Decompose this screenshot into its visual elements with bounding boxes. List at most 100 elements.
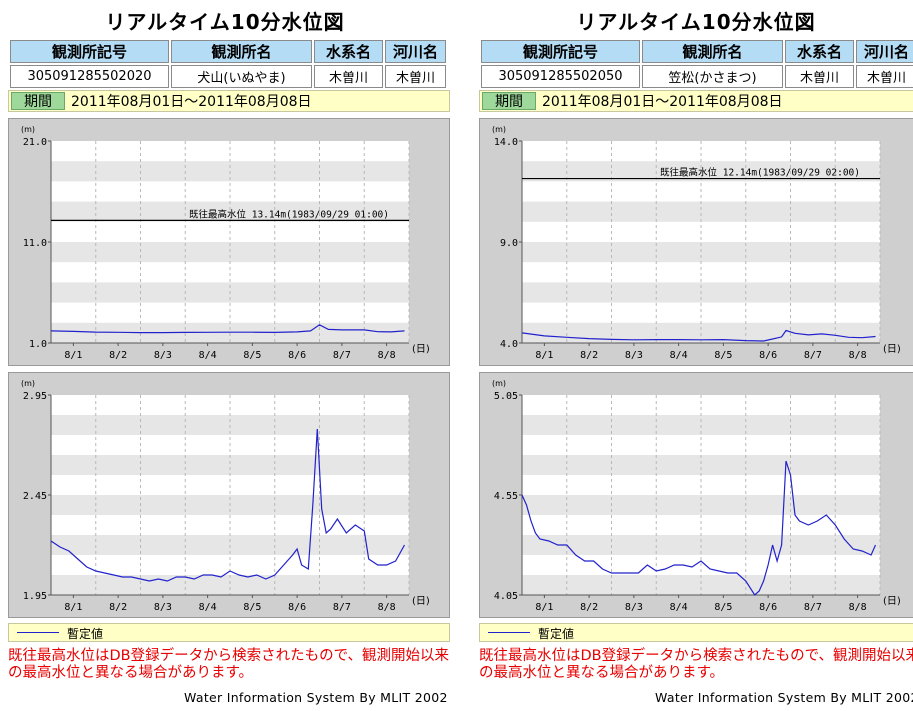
chart-page-title: リアルタイム10分水位図	[576, 10, 816, 34]
river-name: 木曽川	[856, 65, 913, 88]
x-tick-label: 8/3	[154, 602, 172, 613]
x-tick-label: 8/6	[288, 602, 306, 613]
station-info-table: 観測所記号 観測所名 水系名 河川名 305091285502050 笠松(かさ…	[479, 38, 913, 90]
x-tick-label: 8/5	[243, 350, 261, 361]
x-axis-label: (日)	[883, 596, 901, 607]
chart-svg: 14.0 9.0 4.0 (m) 8/1 8/2 8/3 8/4 8/5 8/6 8/7 8/8 (日)…	[492, 125, 901, 361]
x-tick-label: 8/8	[849, 602, 867, 613]
x-tick-label: 8/6	[759, 350, 777, 361]
x-tick-label: 8/1	[535, 602, 553, 613]
legend-line-swatch	[17, 632, 59, 633]
y-tick-label: 2.95	[23, 391, 47, 402]
y-tick-label: 1.95	[23, 591, 47, 602]
y-axis-label: (m)	[492, 379, 506, 388]
header-water-system: 水系名	[314, 40, 383, 63]
y-tick-label: 11.0	[23, 238, 47, 249]
grid-band	[522, 201, 880, 222]
x-axis-label: (日)	[412, 596, 430, 607]
water-level-chart-overall: 14.0 9.0 4.0 (m) 8/1 8/2 8/3 8/4 8/5 8/6 8/7 8/8 (日)…	[479, 118, 913, 366]
x-tick-label: 8/6	[759, 602, 777, 613]
x-tick-label: 8/2	[580, 602, 598, 613]
chart-legend: 暫定値	[479, 623, 913, 642]
period-bar: 期間 2011年08月01日～2011年08月08日	[8, 90, 450, 112]
x-tick-label: 8/5	[243, 602, 261, 613]
y-tick-label: 5.05	[494, 391, 518, 402]
footer-credit: Water Information System By MLIT 2002	[655, 690, 913, 705]
chart-page-title: リアルタイム10分水位図	[105, 10, 345, 34]
y-tick-label: 21.0	[23, 137, 47, 148]
period-value: 2011年08月01日～2011年08月08日	[542, 94, 783, 110]
x-axis-label: (日)	[883, 344, 901, 355]
y-tick-label: 2.45	[23, 491, 47, 502]
y-tick-label: 4.05	[494, 591, 518, 602]
station-code: 305091285502050	[481, 65, 640, 88]
disclaimer-note: 既往最高水位はDB登録データから検索されたもので、観測開始以来の最高水位と異なる…	[8, 648, 450, 681]
period-bar: 期間 2011年08月01日～2011年08月08日	[479, 90, 913, 112]
header-water-system: 水系名	[785, 40, 854, 63]
header-station-name: 観測所名	[171, 40, 312, 63]
x-tick-label: 8/6	[288, 350, 306, 361]
x-tick-label: 8/1	[64, 350, 82, 361]
station-name: 犬山(いぬやま)	[171, 65, 312, 88]
x-tick-label: 8/8	[849, 350, 867, 361]
water-level-chart-overall: 21.0 11.0 1.0 (m) 8/1 8/2 8/3 8/4 8/5 8/6 8/7 8/8 (日…	[8, 118, 450, 366]
footer-credit: Water Information System By MLIT 2002	[184, 690, 448, 705]
y-axis-label: (m)	[21, 379, 35, 388]
station-panel-kasamatsu: リアルタイム10分水位図 観測所記号 観測所名 水系名 河川名 30509128…	[471, 0, 913, 711]
chart-legend: 暫定値	[8, 623, 450, 642]
disclaimer-note: 既往最高水位はDB登録データから検索されたもので、観測開始以来の最高水位と異なる…	[479, 648, 913, 681]
header-station-name: 観測所名	[642, 40, 783, 63]
water-system: 木曽川	[314, 65, 383, 88]
x-tick-label: 8/3	[625, 350, 643, 361]
x-tick-label: 8/4	[199, 350, 217, 361]
x-tick-label: 8/7	[804, 602, 822, 613]
water-level-series-line	[521, 329, 876, 342]
x-tick-label: 8/3	[154, 350, 172, 361]
x-tick-label: 8/1	[535, 350, 553, 361]
station-code: 305091285502020	[10, 65, 169, 88]
water-level-chart-detail: 5.05 4.55 4.05 (m) 8/1 8/2 8/3 8/4 8/5 8/6 8/7 8/8 (…	[479, 372, 913, 618]
header-river-name: 河川名	[856, 40, 913, 63]
station-info-table: 観測所記号 観測所名 水系名 河川名 305091285502020 犬山(いぬ…	[8, 38, 448, 90]
x-tick-label: 8/2	[109, 350, 127, 361]
y-tick-label: 1.0	[29, 339, 47, 350]
grid-band	[51, 201, 409, 222]
x-tick-label: 8/1	[64, 602, 82, 613]
y-tick-label: 4.0	[500, 339, 518, 350]
record-high-label: 既往最高水位 13.14m(1983/09/29 01:00)	[189, 208, 389, 220]
period-value: 2011年08月01日～2011年08月08日	[71, 94, 312, 110]
y-tick-label: 14.0	[494, 137, 518, 148]
x-tick-label: 8/7	[333, 602, 351, 613]
period-label: 期間	[11, 92, 65, 110]
x-tick-label: 8/2	[580, 350, 598, 361]
x-tick-label: 8/5	[714, 602, 732, 613]
station-name: 笠松(かさまつ)	[642, 65, 783, 88]
x-tick-label: 8/4	[199, 602, 217, 613]
x-tick-label: 8/4	[670, 350, 688, 361]
chart-svg: 5.05 4.55 4.05 (m) 8/1 8/2 8/3 8/4 8/5 8/6 8/7 8/8 (…	[492, 379, 901, 613]
legend-label: 暫定値	[67, 627, 104, 641]
water-level-series-line	[521, 460, 877, 596]
y-tick-label: 4.55	[494, 491, 518, 502]
x-tick-label: 8/7	[804, 350, 822, 361]
water-level-series-line	[50, 324, 405, 334]
x-tick-label: 8/2	[109, 602, 127, 613]
header-station-code: 観測所記号	[10, 40, 169, 63]
river-name: 木曽川	[385, 65, 446, 88]
station-panel-inuyama: リアルタイム10分水位図 観測所記号 観測所名 水系名 河川名 30509128…	[0, 0, 450, 711]
header-station-code: 観測所記号	[481, 40, 640, 63]
legend-label: 暫定値	[538, 627, 575, 641]
record-high-label: 既往最高水位 12.14m(1983/09/29 02:00)	[660, 167, 860, 179]
y-axis-label: (m)	[21, 125, 35, 134]
y-tick-label: 9.0	[500, 238, 518, 249]
x-tick-label: 8/8	[378, 602, 396, 613]
y-axis-label: (m)	[492, 125, 506, 134]
legend-line-swatch	[488, 632, 530, 633]
x-tick-label: 8/8	[378, 350, 396, 361]
x-tick-label: 8/3	[625, 602, 643, 613]
x-axis-label: (日)	[412, 344, 430, 355]
water-level-series-line	[50, 428, 406, 582]
x-tick-label: 8/7	[333, 350, 351, 361]
x-tick-label: 8/4	[670, 602, 688, 613]
x-tick-label: 8/5	[714, 350, 732, 361]
